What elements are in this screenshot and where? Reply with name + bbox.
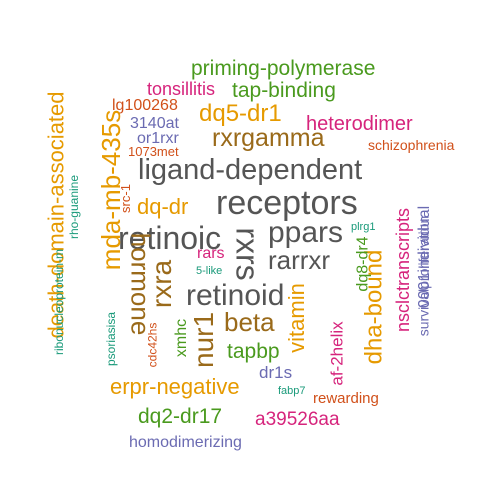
word-or1rxr: or1rxr xyxy=(137,130,179,147)
word-rho-guanine: rho-guanine xyxy=(67,174,82,240)
word-rxrs: rxrs xyxy=(229,227,266,281)
word-erpr-negative: erpr-negative xyxy=(110,374,240,399)
word-dq2-dr17: dq2-dr17 xyxy=(138,405,223,428)
word-xmhc: xmhc xyxy=(173,318,191,358)
word-5-like: 5-like xyxy=(196,265,223,277)
word-a39526aa: a39526aa xyxy=(255,409,340,430)
word-dq-dr: dq-dr xyxy=(137,194,189,219)
word-nsclctranscripts: nsclctranscripts xyxy=(393,207,414,333)
word-homodimerizing: homodimerizing xyxy=(129,434,242,451)
word-nur1: nur1 xyxy=(188,311,220,369)
word-rars: rars xyxy=(197,245,225,262)
word-lg100268: lg100268 xyxy=(112,97,178,114)
word-cdc42hs: cdc42hs xyxy=(145,322,160,368)
word-priming-polymerase: priming-polymerase xyxy=(191,57,376,80)
word-ribonucleoprotein-m: ribonucleoprotein-m xyxy=(52,248,67,356)
word-rewarding: rewarding xyxy=(313,390,379,407)
word-3140at: 3140at xyxy=(130,115,179,132)
word-rxrgamma: rxrgamma xyxy=(212,124,325,152)
word-psoriasisa: psoriasisa xyxy=(104,311,119,367)
word-heterodimer: heterodimer xyxy=(306,113,413,135)
word-tapbp: tapbp xyxy=(227,340,280,363)
word-beta: beta xyxy=(224,307,275,337)
word-receptors: receptors xyxy=(216,184,358,222)
word-src-1: src-1 xyxy=(117,184,133,213)
word-vitamin: vitamin xyxy=(283,283,309,353)
word-plrg1: plrg1 xyxy=(351,221,376,233)
word-tonsillitis: tonsillitis xyxy=(147,79,216,99)
word-ligand-dependent: ligand-dependent xyxy=(138,154,363,186)
word-retinoic: retinoic xyxy=(118,220,222,256)
word-schizophrenia: schizophrenia xyxy=(368,137,455,153)
word-survivalproliferation: survivalproliferation xyxy=(415,215,432,337)
word-retinoid: retinoid xyxy=(186,279,285,312)
word-dq8-dr4: dq8-dr4 xyxy=(354,236,372,292)
word-af-2helix: af-2helix xyxy=(327,321,347,386)
word-ppars: ppars xyxy=(268,216,344,249)
word-dr1s: dr1s xyxy=(259,363,293,382)
word-tap-binding: tap-binding xyxy=(232,79,336,102)
word-rxra: rxra xyxy=(146,259,178,309)
word-rarrxr: rarrxr xyxy=(268,245,331,275)
word-1073met: 1073met xyxy=(128,144,179,159)
word-dq5-dr1: dq5-dr1 xyxy=(199,100,282,127)
word-fabp7: fabp7 xyxy=(278,385,306,397)
